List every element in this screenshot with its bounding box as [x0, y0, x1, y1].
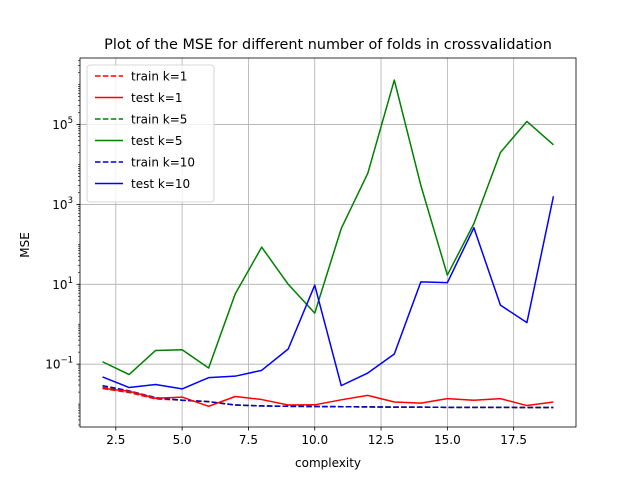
legend: train k=1 test k=1 train k=5 test k=5 train … [86, 64, 215, 203]
x-tick-label: 10.0 [301, 433, 328, 447]
y-axis-label: MSE [18, 232, 32, 258]
series-line-test-k-1 [102, 387, 554, 408]
y-tick-label: 103 [52, 196, 73, 212]
axis-ticks: 2.5 5.0 7.5 10.0 12.5 15.0 17.5 10−1 101 103 105 [45, 60, 527, 447]
chart-title: Plot of the MSE for different number of … [104, 37, 552, 53]
x-axis-label: complexity [295, 456, 361, 470]
x-tick-label: 2.5 [106, 433, 125, 447]
legend-label: test k=10 [131, 177, 190, 191]
y-tick-label: 10−1 [45, 356, 73, 372]
legend-label: test k=5 [131, 134, 183, 148]
series-line-test-k-5 [102, 79, 554, 376]
legend-label: test k=1 [131, 91, 183, 105]
x-tick-label: 5.0 [173, 433, 192, 447]
y-tick-label: 101 [52, 276, 73, 292]
legend-label: train k=5 [131, 113, 187, 127]
series-line-test-k-10 [102, 196, 555, 390]
x-tick-label: 17.5 [500, 433, 527, 447]
y-tick-label: 105 [52, 116, 73, 132]
x-tick-label: 7.5 [239, 433, 258, 447]
plot-frame [79, 57, 577, 428]
x-tick-label: 12.5 [368, 433, 395, 447]
x-tick-label: 15.0 [434, 433, 461, 447]
plot-lines [102, 79, 555, 409]
grid [80, 58, 576, 427]
legend-label: train k=10 [131, 156, 195, 170]
legend-box [86, 64, 215, 203]
legend-label: train k=1 [131, 70, 187, 84]
series-line-train-k-5 [102, 386, 554, 409]
